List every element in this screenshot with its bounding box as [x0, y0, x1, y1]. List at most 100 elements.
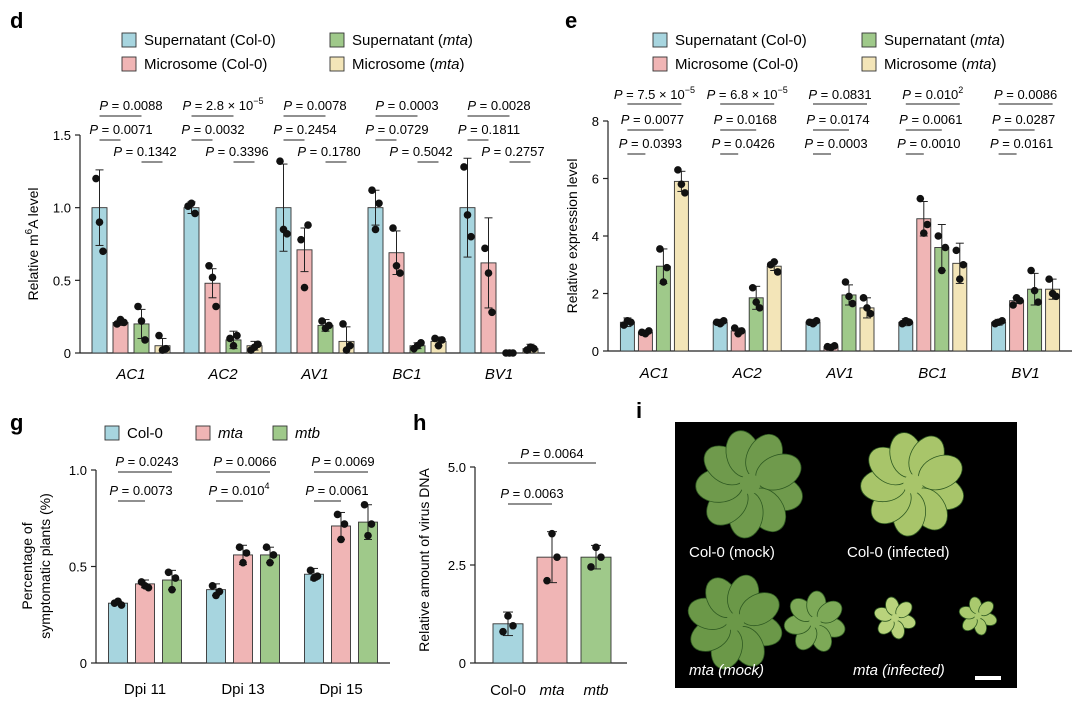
x-tick-label: mtb [583, 682, 608, 699]
data-point [205, 262, 213, 270]
data-point [509, 349, 517, 357]
y-tick-label: 2.5 [448, 558, 466, 573]
p-value-label: P = 0.1342 [113, 144, 176, 159]
panel-d: 0 0.5 1.0 1.5 Relative m6A level AC1 AC2 AV1 BC1… [24, 96, 545, 383]
legend-label: Microsome (Col-0) [144, 56, 267, 73]
data-point [162, 344, 170, 353]
p-value-label: P = 0.0287 [992, 112, 1055, 127]
data-point [830, 342, 839, 350]
p-value-label: P = 0.0073 [109, 483, 172, 498]
p-value-label: P = 0.0061 [899, 112, 962, 127]
data-point [304, 221, 312, 229]
data-point [262, 543, 271, 551]
data-point [460, 163, 468, 171]
bar [183, 207, 200, 354]
photo-label-mta-infected: mta (infected) [853, 662, 945, 679]
data-point [481, 244, 489, 253]
data-point [543, 576, 551, 585]
data-point [845, 292, 853, 301]
data-point [95, 218, 104, 226]
data-point [920, 229, 928, 237]
data-point [276, 157, 284, 165]
data-point [737, 327, 746, 335]
y-tick-label: 0 [80, 656, 87, 671]
data-point [364, 531, 372, 540]
bar [331, 525, 351, 664]
data-point [168, 585, 176, 594]
p-value-label: P = 0.0086 [994, 87, 1057, 102]
legend-swatch [121, 32, 137, 48]
data-point [137, 317, 146, 325]
data-point [339, 320, 347, 328]
data-point [681, 189, 689, 197]
y-tick-label: 1.0 [69, 463, 87, 478]
y-axis-label: Percentage of [19, 522, 35, 609]
data-point [467, 232, 475, 241]
data-point [905, 318, 914, 327]
legend-d: Supernatant (Col-0) Supernatant (mta) Micr… [121, 32, 473, 73]
bar [233, 554, 253, 664]
data-point [656, 245, 664, 253]
y-tick-label: 4 [592, 229, 599, 244]
legend-swatch [104, 425, 120, 441]
p-value-label: P = 0.0003 [375, 98, 438, 113]
photo-label-col0-infected: Col-0 (infected) [847, 544, 950, 561]
legend-label: mtb [295, 425, 320, 442]
y-axis-label: Relative expression level [564, 159, 580, 314]
data-point [748, 283, 757, 292]
y-tick-label: 1.0 [53, 201, 71, 216]
panel-letter-i: i [636, 398, 642, 423]
p-value-label: P = 0.0061 [305, 483, 368, 498]
legend-label: Supernatant (Col-0) [675, 32, 807, 49]
y-axis-label: Relative m6A level [24, 188, 41, 301]
data-point [333, 510, 342, 519]
p-value-label: P = 0.0831 [808, 87, 871, 102]
p-value-label: P = 6.8 × 10−5 [707, 85, 788, 102]
data-point [548, 529, 556, 538]
legend-label: Microsome (Col-0) [675, 56, 798, 73]
p-value-label: P = 0.0063 [500, 486, 563, 501]
x-tick-label: Dpi 13 [221, 681, 264, 698]
data-point [266, 558, 274, 567]
data-point [627, 318, 635, 327]
data-point [239, 558, 247, 567]
legend-swatch [861, 32, 877, 48]
legend-swatch [329, 32, 345, 48]
data-point [770, 258, 778, 266]
data-point [313, 572, 322, 580]
data-point [144, 583, 153, 592]
rosette-col0-mock [695, 430, 803, 539]
x-tick-label: Dpi 11 [124, 681, 166, 698]
data-point [417, 339, 425, 347]
p-value-label: P = 0.3396 [205, 144, 268, 159]
data-point [392, 262, 401, 270]
data-point [719, 317, 728, 325]
legend-swatch [272, 425, 288, 441]
data-point [346, 341, 354, 350]
data-point [934, 232, 943, 240]
photo-label-col0-mock: Col-0 (mock) [689, 544, 775, 561]
legend-label: Microsome (mta) [352, 56, 465, 73]
x-tick-label: AC2 [732, 365, 763, 382]
x-tick-label: Dpi 15 [319, 681, 362, 698]
y-tick-label: 5.0 [448, 460, 466, 475]
p-value-label: P = 0.0161 [990, 136, 1053, 151]
x-tick-label: AC2 [207, 366, 238, 383]
y-tick-label: 2 [592, 287, 599, 302]
x-tick-label: Col-0 [490, 682, 526, 699]
data-point [235, 543, 244, 551]
data-point [952, 246, 961, 255]
data-point [340, 520, 349, 528]
p-value-label: P = 0.0069 [311, 454, 374, 469]
legend-label: Supernatant (mta) [352, 32, 473, 49]
data-point [171, 574, 180, 582]
data-point [659, 278, 668, 286]
data-point [431, 334, 439, 343]
data-point [212, 302, 220, 311]
p-value-label: P = 0.0032 [181, 122, 244, 137]
legend-swatch [861, 56, 877, 72]
p-value-label: P = 0.0028 [467, 98, 530, 113]
legend-swatch [652, 56, 668, 72]
data-point [773, 268, 782, 276]
y-tick-label: 8 [592, 114, 599, 129]
